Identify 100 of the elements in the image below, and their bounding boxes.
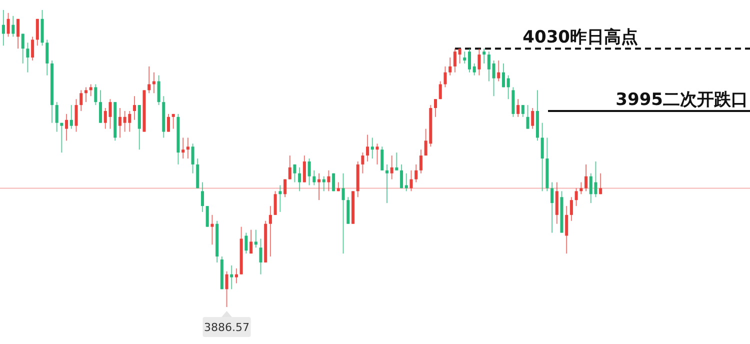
candlestick [327, 170, 330, 192]
candlestick [40, 10, 44, 46]
candlestick [152, 72, 156, 94]
candlestick [322, 176, 326, 192]
candlestick [55, 102, 58, 132]
candlestick [555, 182, 558, 224]
ref-line-label: 4030昨日高点 [522, 28, 638, 48]
candlestick [21, 33, 24, 64]
candlestick [342, 172, 345, 254]
candlestick [138, 104, 141, 150]
candlestick [46, 39, 49, 76]
candlestick [94, 84, 98, 106]
candlestick [293, 164, 296, 183]
annotation: 3886.57 [204, 321, 250, 334]
candlestick [468, 48, 471, 73]
candlestick [26, 42, 30, 73]
candlestick [472, 62, 476, 76]
candlestick [298, 166, 302, 192]
candlestick [453, 48, 456, 73]
candlestick [395, 152, 398, 171]
candlestick [182, 137, 185, 159]
candlestick [65, 113, 68, 142]
candlestick [414, 164, 418, 183]
candlestick [12, 15, 15, 38]
candlestick [6, 12, 10, 38]
candlestick [36, 18, 39, 46]
candlestick [31, 36, 34, 61]
candlestick [302, 155, 306, 183]
candlestick [284, 178, 287, 198]
candlestick [463, 51, 466, 64]
candlestick [361, 152, 364, 174]
candlestick [458, 48, 462, 64]
candlestick [16, 18, 20, 50]
candlestick [434, 98, 438, 118]
candlestick [497, 60, 500, 82]
candlestick [244, 232, 248, 254]
candlestick [200, 182, 204, 212]
candlestick [404, 172, 408, 192]
candlestick [478, 48, 481, 76]
candlestick [84, 86, 88, 103]
candlestick [599, 172, 602, 195]
ref-line-label: 3995二次开跌口 [616, 90, 748, 110]
candlestick [250, 229, 253, 254]
candlestick [186, 137, 190, 159]
candlestick [540, 122, 544, 192]
candlestick [512, 86, 515, 118]
candlestick [506, 74, 510, 100]
candlestick [419, 149, 422, 174]
candlestick [80, 90, 83, 112]
candlestick [191, 143, 194, 174]
candlestick [448, 57, 452, 76]
candlestick [312, 170, 316, 186]
candlestick [133, 96, 136, 120]
candlestick [482, 48, 486, 64]
candlestick [234, 268, 238, 284]
candlestick [550, 182, 554, 234]
candlestick [118, 108, 122, 138]
candlestick [565, 206, 568, 254]
candlestick [254, 229, 258, 248]
candlestick [210, 214, 214, 246]
candlestick [385, 164, 388, 204]
candlestick [288, 155, 292, 180]
candlestick [526, 104, 530, 130]
candlestick [268, 206, 272, 258]
candlestick [346, 196, 350, 224]
candlestick [516, 98, 520, 118]
candlestick [166, 113, 170, 132]
candlestick [74, 98, 78, 132]
candlestick [584, 164, 588, 192]
candlestick [531, 108, 534, 130]
candlestick [580, 182, 583, 195]
candlestick [410, 170, 413, 192]
candlestick [400, 164, 404, 189]
candlestick [60, 122, 64, 154]
candlestick [148, 66, 151, 94]
candlestick [376, 143, 379, 165]
candlestick [274, 190, 277, 216]
candlestick [278, 184, 282, 212]
candlestick [444, 66, 447, 88]
candlestick [366, 134, 370, 162]
candlestick [317, 172, 320, 201]
candlestick [89, 84, 92, 97]
candlestick [259, 238, 262, 275]
candlestick [70, 104, 73, 130]
candlestick [172, 113, 175, 130]
candlestick [380, 146, 384, 171]
candlestick [196, 158, 200, 189]
candlestick [206, 206, 209, 228]
candlestick [230, 264, 234, 290]
candlestick [521, 104, 524, 118]
candlestick [308, 158, 311, 186]
candlestick [390, 155, 394, 180]
candlestick [574, 188, 578, 207]
candlestick [502, 62, 505, 88]
candlestick [487, 51, 490, 82]
candlestick [492, 60, 496, 97]
candlestick [157, 74, 160, 106]
candlestick [225, 270, 228, 308]
candlestick [2, 10, 5, 46]
candlestick [570, 196, 573, 222]
